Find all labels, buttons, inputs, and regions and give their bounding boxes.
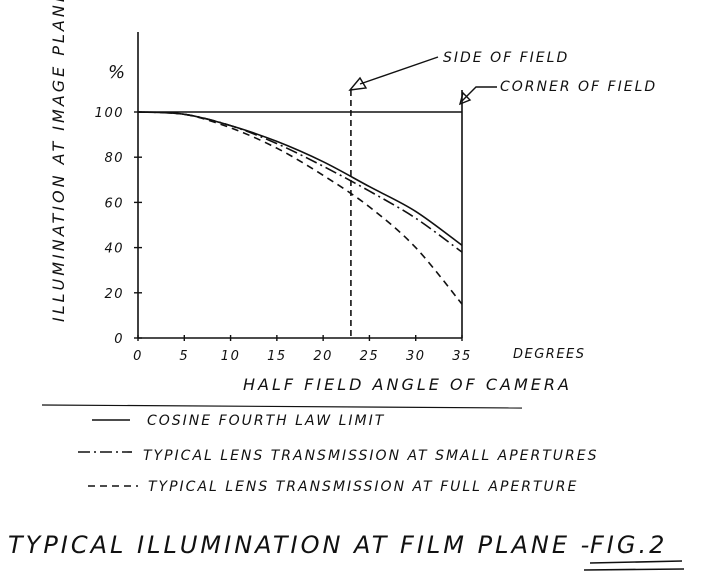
x-tick-label: 5	[179, 349, 189, 364]
series-line-cosine-fourth	[137, 111, 463, 246]
x-unit-label: DEGREES	[513, 347, 586, 362]
corner-of-field-arrow	[461, 86, 497, 102]
figure-title: TYPICAL ILLUMINATION AT FILM PLANE -	[8, 531, 592, 559]
y-tick-label: 60	[104, 196, 124, 211]
legend-label-full-aperture: TYPICAL LENS TRANSMISSION AT FULL APERTU…	[148, 479, 578, 495]
side-of-field-arrowhead	[348, 76, 368, 91]
y-axis-title: ILLUMINATION AT IMAGE PLANE	[49, 0, 68, 322]
x-axis-title: HALF FIELD ANGLE OF CAMERA	[243, 375, 572, 394]
y-tick-label: 40	[104, 242, 124, 257]
x-tick-label: 10	[221, 349, 241, 364]
legend-separator	[41, 404, 523, 409]
x-tick-label: 15	[267, 349, 287, 364]
series-line-full-aperture	[137, 111, 463, 305]
y-tick-label: 20	[104, 287, 124, 302]
y-unit-label: %	[108, 62, 127, 83]
figure-label-underline-1	[589, 560, 683, 564]
y-tick-label: 80	[104, 151, 124, 166]
figure-label-underline-2	[583, 568, 685, 571]
legend-label-small-apertures: TYPICAL LENS TRANSMISSION AT SMALL APERT…	[143, 448, 599, 464]
corner-of-field-annotation: CORNER OF FIELD	[500, 79, 657, 95]
x-tick-label: 30	[406, 349, 426, 364]
figure-label: FIG.2	[590, 531, 667, 559]
side-of-field-annotation: SIDE OF FIELD	[443, 50, 569, 66]
legend-label-cosine: COSINE FOURTH LAW LIMIT	[147, 413, 385, 429]
y-tick-label: 100	[95, 106, 124, 121]
series-line-small-apertures	[137, 111, 463, 253]
x-tick-label: 0	[133, 349, 143, 364]
x-tick-label: 35	[452, 349, 472, 364]
x-tick-label: 20	[313, 349, 333, 364]
y-tick-label: 0	[114, 332, 124, 347]
side-of-field-arrow	[359, 56, 439, 85]
x-tick-label: 25	[360, 349, 380, 364]
